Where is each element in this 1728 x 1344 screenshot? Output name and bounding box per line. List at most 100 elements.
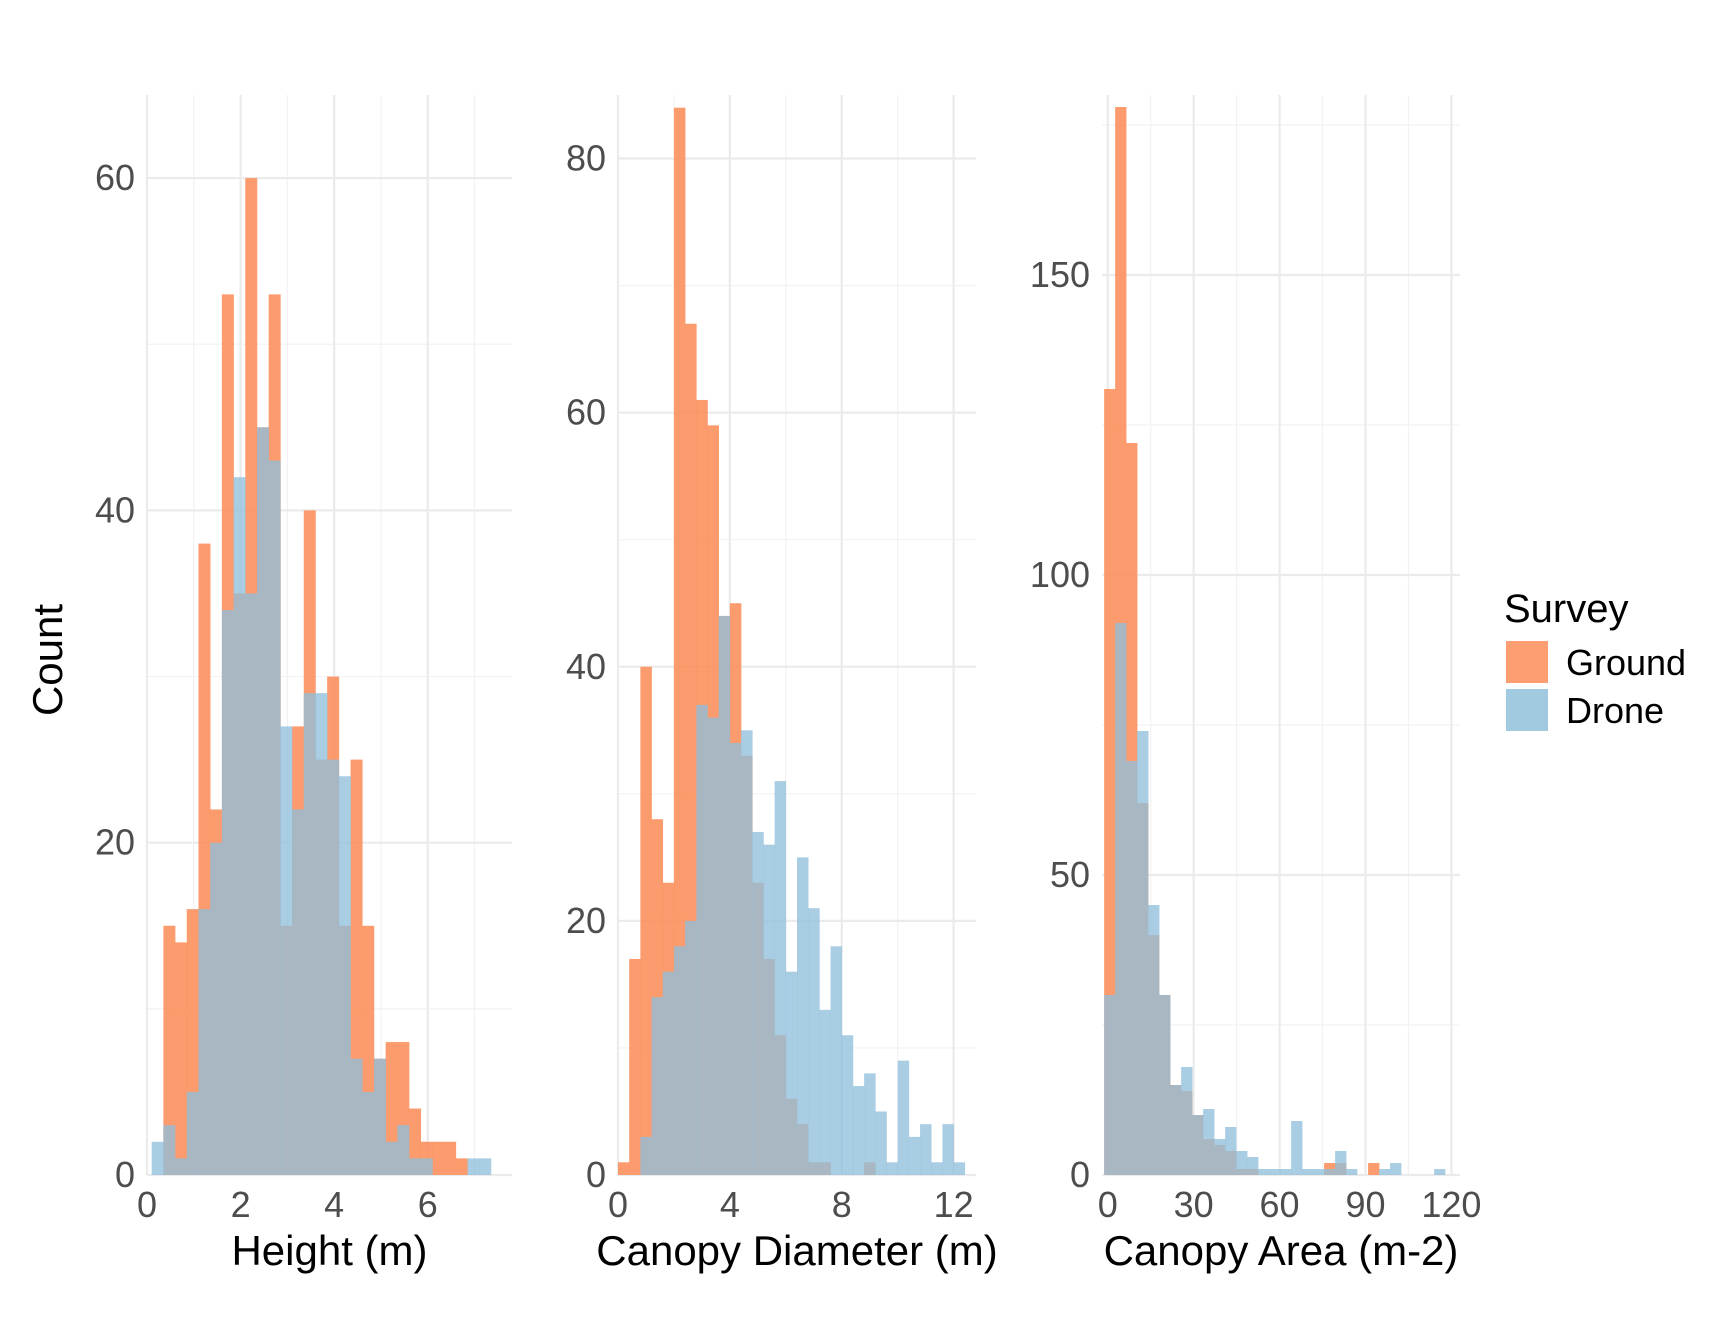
bar-ground — [350, 759, 363, 1175]
bar-drone — [685, 920, 697, 1175]
bar-ground — [618, 1162, 630, 1175]
bar-drone — [1126, 761, 1138, 1175]
bar-drone — [1181, 1067, 1193, 1175]
legend-key-ground — [1506, 641, 1548, 683]
bar-ground — [1368, 1163, 1380, 1175]
y-tick-label: 0 — [586, 1154, 606, 1195]
bar-drone — [221, 610, 234, 1175]
series-drone — [640, 615, 966, 1175]
bar-drone — [886, 1162, 898, 1175]
series-drone — [1104, 623, 1446, 1175]
bar-drone — [897, 1060, 910, 1175]
bar-drone — [1236, 1151, 1248, 1175]
bar-ground — [385, 1042, 398, 1175]
bar-drone — [920, 1124, 932, 1175]
legend: Survey Ground Drone — [1504, 587, 1686, 731]
bar-drone — [1258, 1169, 1270, 1175]
x-tick-label: 12 — [934, 1184, 974, 1225]
panel-3: 0 30 60 90 120 0 50 100 150 Canopy Area (m-2) — [1030, 95, 1481, 1274]
bar-ground — [640, 666, 652, 1175]
bar-drone — [420, 1158, 433, 1175]
bar-ground — [186, 909, 199, 1175]
bar-drone — [362, 1091, 375, 1175]
bar-drone — [931, 1162, 943, 1175]
bar-drone — [409, 1158, 422, 1175]
x-tick-label: 0 — [137, 1184, 157, 1225]
bar-ground — [1104, 389, 1116, 1175]
legend-label-drone: Drone — [1566, 690, 1664, 731]
x-tick-label: 0 — [1098, 1184, 1118, 1225]
x-tick-label: 60 — [1260, 1184, 1300, 1225]
y-tick-label: 150 — [1030, 254, 1090, 295]
bar-drone — [819, 1009, 831, 1175]
bar-drone — [245, 593, 258, 1175]
bar-drone — [640, 1136, 652, 1175]
bar-ground — [198, 543, 211, 1175]
x-tick-label: 90 — [1345, 1184, 1385, 1225]
x-tick-label: 6 — [418, 1184, 438, 1225]
bar-drone — [467, 1158, 480, 1175]
bar-drone — [280, 726, 293, 1175]
x-tick-label: 2 — [231, 1184, 251, 1225]
bar-drone — [875, 1111, 887, 1175]
x-axis-title: Height (m) — [231, 1227, 427, 1274]
panel-2: 0 4 8 12 0 20 40 60 80 Canopy Diameter (m) — [566, 95, 998, 1274]
bar-ground — [673, 107, 686, 1175]
bar-ground — [175, 942, 188, 1175]
bar-drone — [651, 997, 664, 1175]
bar-drone — [315, 693, 328, 1175]
bar-drone — [1159, 995, 1171, 1175]
bar-drone — [397, 1125, 410, 1175]
bar-drone — [729, 743, 742, 1175]
legend-label-ground: Ground — [1566, 642, 1686, 683]
bar-ground — [444, 1141, 457, 1175]
bar-ground — [455, 1158, 468, 1175]
bar-drone — [852, 1086, 865, 1175]
bar-drone — [373, 1058, 386, 1175]
bar-drone — [864, 1073, 876, 1175]
bar-drone — [1214, 1139, 1226, 1175]
bar-drone — [1269, 1169, 1281, 1175]
bar-drone — [1291, 1121, 1303, 1175]
bar-drone — [1379, 1169, 1391, 1175]
bar-drone — [198, 909, 211, 1175]
bar-drone — [303, 693, 316, 1175]
bar-drone — [385, 1141, 398, 1175]
bar-drone — [1390, 1163, 1402, 1175]
y-tick-label: 20 — [566, 900, 606, 941]
bar-drone — [942, 1124, 954, 1175]
bar-drone — [210, 842, 223, 1175]
bar-drone — [797, 857, 809, 1175]
bar-drone — [841, 1035, 854, 1175]
bar-drone — [1434, 1169, 1446, 1175]
bar-drone — [752, 831, 764, 1175]
x-tick-label: 30 — [1174, 1184, 1214, 1225]
bar-ground — [397, 1042, 410, 1175]
bar-drone — [908, 1136, 921, 1175]
bar-drone — [830, 946, 843, 1175]
bar-drone — [163, 1125, 176, 1175]
bar-ground — [432, 1141, 445, 1175]
bar-drone — [1192, 1115, 1204, 1175]
x-axis-title: Canopy Diameter (m) — [596, 1227, 997, 1274]
y-tick-label: 80 — [566, 138, 606, 179]
bar-drone — [774, 781, 787, 1175]
bar-drone — [327, 759, 340, 1175]
legend-key-drone — [1506, 689, 1548, 731]
bar-drone — [268, 460, 281, 1175]
bar-drone — [953, 1162, 966, 1175]
bar-drone — [151, 1141, 164, 1175]
bar-drone — [1225, 1127, 1237, 1175]
bar-ground — [409, 1108, 422, 1175]
y-axis-title: Count — [24, 604, 71, 716]
y-tick-label: 20 — [95, 822, 135, 863]
bar-drone — [707, 717, 719, 1175]
bar-drone — [1104, 995, 1116, 1175]
bar-drone — [763, 844, 775, 1175]
y-tick-label: 40 — [566, 646, 606, 687]
bar-drone — [1280, 1169, 1292, 1175]
bar-drone — [338, 776, 351, 1175]
bar-drone — [1137, 731, 1149, 1175]
bar-drone — [1335, 1151, 1347, 1175]
